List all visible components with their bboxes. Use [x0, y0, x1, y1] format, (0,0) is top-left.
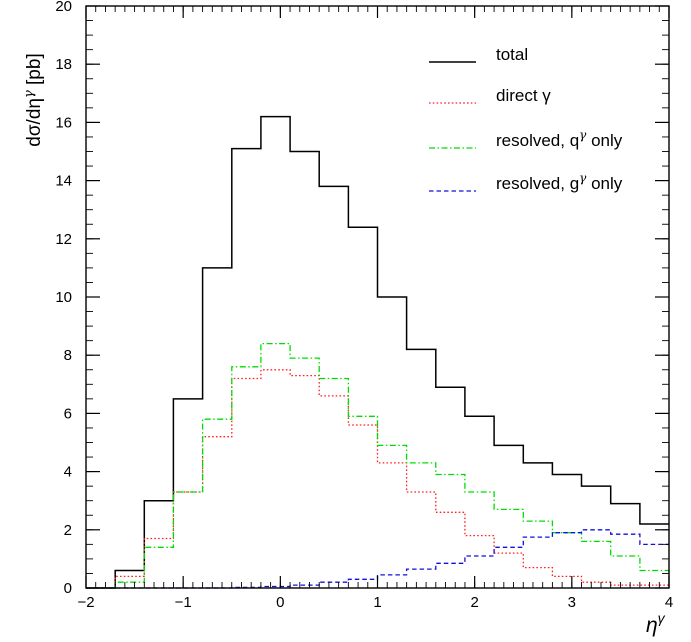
y-tick-label-0: 0 [64, 580, 72, 597]
series-line-0 [86, 115, 669, 589]
series-layer [86, 115, 669, 589]
x-tick-label-4: 2 [470, 594, 478, 611]
y-tick-label-7: 14 [55, 173, 72, 190]
y-tick-label-10: 20 [55, 0, 72, 15]
legend-label-3: resolved, gγ only [496, 171, 623, 193]
y-tick-label-3: 6 [64, 405, 72, 422]
x-tick-label-0: −2 [77, 594, 94, 611]
y-axis-title-unit: [pb] [24, 53, 45, 90]
y-tick-label-6: 12 [55, 231, 72, 248]
y-tick-label-8: 16 [55, 114, 72, 131]
x-axis-title-base: η [646, 614, 658, 637]
y-tick-label-1: 2 [64, 522, 72, 539]
y-tick-label-5: 10 [55, 289, 72, 306]
legend-label-0: total [496, 45, 528, 64]
y-axis-title-main: dσ/dη [24, 98, 45, 147]
y-tick-label-4: 8 [64, 347, 72, 364]
y-tick-label-2: 4 [64, 464, 72, 481]
ticks-layer [85, 5, 670, 589]
y-axis-title-sup: γ [22, 90, 37, 98]
x-tick-label-5: 3 [568, 594, 576, 611]
x-tick-label-6: 4 [665, 594, 673, 611]
y-axis-title: dσ/dηγ [pb] [22, 53, 45, 146]
legend-label-2: resolved, qγ only [496, 128, 623, 150]
x-tick-label-2: 0 [276, 594, 284, 611]
legend: total direct γ resolved, qγ only resolved, … [429, 45, 623, 193]
x-axis-title-sup: γ [658, 610, 666, 626]
x-tick-label-1: −1 [175, 594, 192, 611]
legend-label-1: direct γ [496, 86, 551, 105]
x-tick-label-3: 1 [373, 594, 381, 611]
y-tick-label-9: 18 [55, 56, 72, 73]
x-axis-title: ηγ [646, 610, 666, 637]
